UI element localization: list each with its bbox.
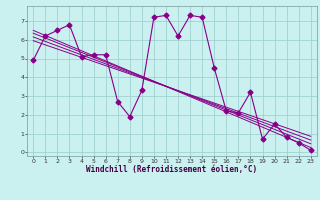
X-axis label: Windchill (Refroidissement éolien,°C): Windchill (Refroidissement éolien,°C) (86, 165, 258, 174)
